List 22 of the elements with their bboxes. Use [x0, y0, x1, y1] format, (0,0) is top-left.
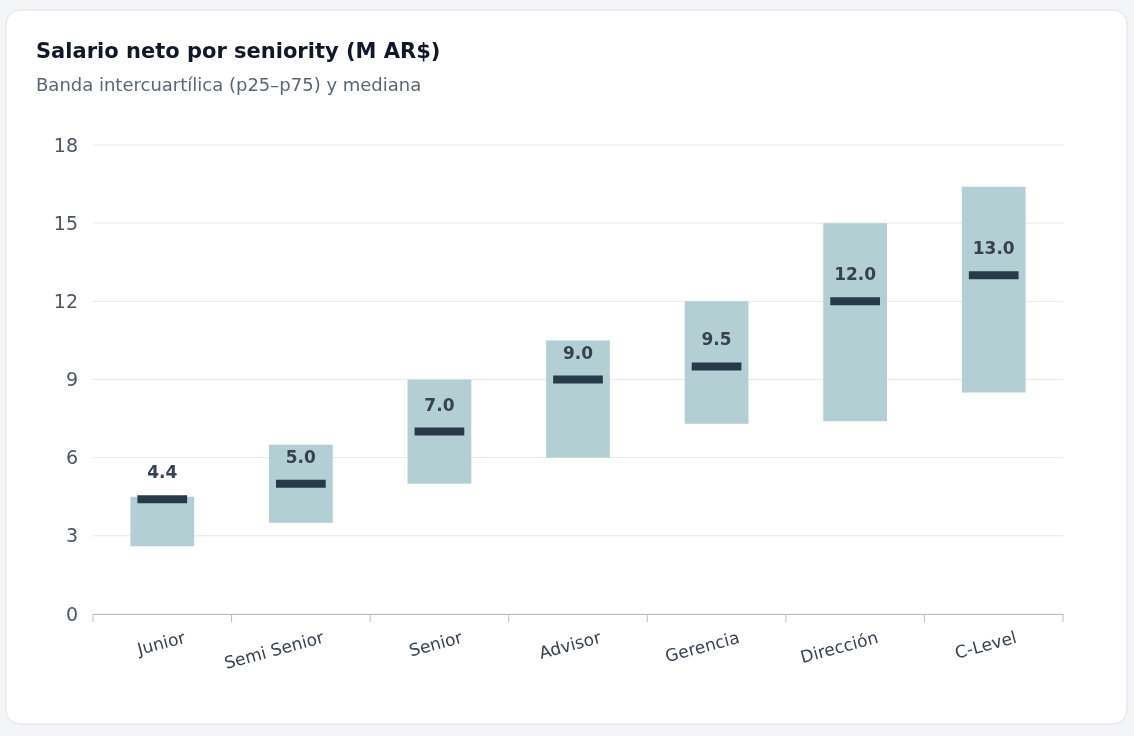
chart-subtitle: Banda intercuartílica (p25–p75) y mediana	[36, 74, 422, 95]
y-tick-label: 9	[65, 368, 78, 391]
text: 13.0	[972, 238, 1015, 259]
x-tick-label: Gerencia	[662, 627, 742, 667]
text: 9.0	[562, 342, 594, 363]
x-tick-label: Senior	[406, 627, 465, 661]
y-tick-label: 0	[65, 602, 78, 625]
x-tick-label: Semi Senior	[222, 627, 326, 673]
y-tick-label: 6	[65, 446, 78, 469]
y-tick-label: 3	[65, 524, 78, 547]
text: 12.0	[834, 264, 877, 285]
text: 9.5	[701, 329, 732, 350]
chart-title: Salario neto por seniority (M AR$)	[36, 39, 441, 63]
y-tick-label: 12	[53, 289, 78, 312]
y-tick-label: 18	[53, 133, 78, 156]
x-tick-label: Junior	[134, 627, 188, 660]
y-tick-label: 15	[53, 211, 78, 234]
text: 4.4	[147, 462, 178, 483]
x-tick-label: C-Level	[952, 627, 1019, 663]
text: 7.0	[424, 394, 455, 415]
x-tick-label: Advisor	[536, 627, 603, 663]
text: 5.0	[285, 446, 316, 467]
